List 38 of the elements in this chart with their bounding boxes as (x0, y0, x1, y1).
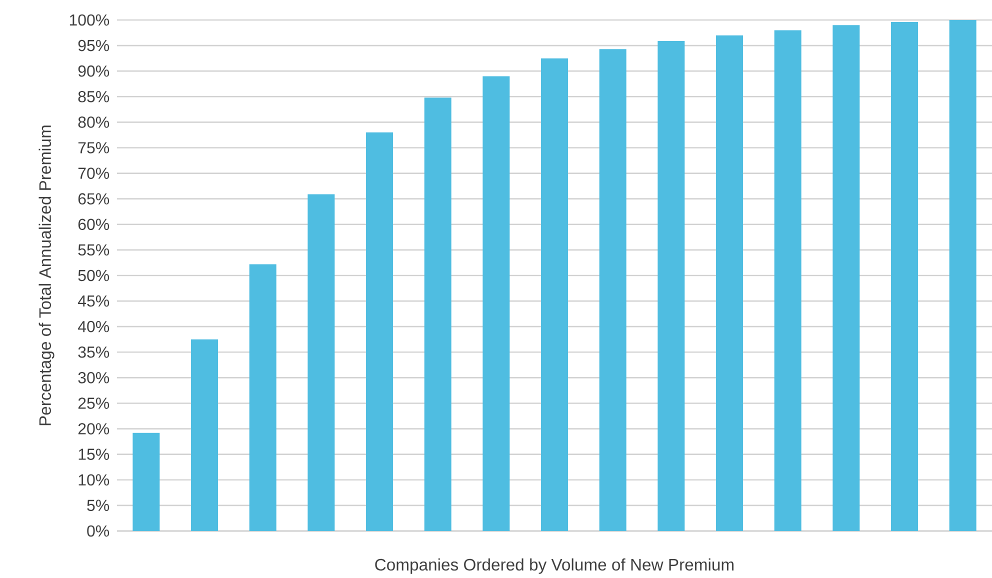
y-axis-title: Percentage of Total Annualized Premium (38, 126, 54, 426)
y-tick-label: 5% (87, 500, 110, 512)
x-axis-title: Companies Ordered by Volume of New Premium (375, 558, 734, 574)
y-tick-label: 60% (78, 218, 110, 230)
y-tick-label: 90% (78, 65, 110, 77)
y-tick-label: 15% (78, 448, 110, 460)
y-tick-label: 10% (78, 474, 110, 486)
y-tick-label: 30% (78, 372, 110, 384)
bar (482, 76, 510, 531)
y-tick-label: 50% (78, 270, 110, 282)
y-tick-label: 25% (78, 398, 110, 409)
y-tick-label: 95% (78, 40, 110, 52)
bar (658, 40, 685, 531)
bar (716, 35, 744, 531)
y-tick-label: 20% (78, 423, 110, 434)
bar (599, 49, 626, 531)
y-tick-label: 100% (70, 14, 110, 26)
bar (132, 432, 160, 531)
bar (774, 30, 802, 531)
bar (832, 25, 860, 531)
y-tick-label: 45% (78, 295, 110, 307)
y-tick-label: 65% (78, 193, 110, 204)
bar (308, 194, 335, 531)
y-tick-label: 40% (78, 320, 110, 332)
bar (366, 132, 394, 531)
y-tick-label: 70% (78, 168, 110, 179)
bar (191, 339, 218, 531)
y-tick-label: 55% (78, 244, 110, 256)
y-tick-label: 75% (78, 142, 110, 154)
bar (424, 98, 452, 531)
bar (949, 20, 976, 531)
bar (249, 264, 276, 531)
y-tick-label: 85% (78, 90, 110, 102)
y-tick-label: 0% (87, 525, 110, 537)
bar (891, 22, 918, 531)
y-tick-label: 80% (78, 116, 110, 128)
bar (541, 58, 568, 531)
y-tick-label: 35% (78, 346, 110, 358)
